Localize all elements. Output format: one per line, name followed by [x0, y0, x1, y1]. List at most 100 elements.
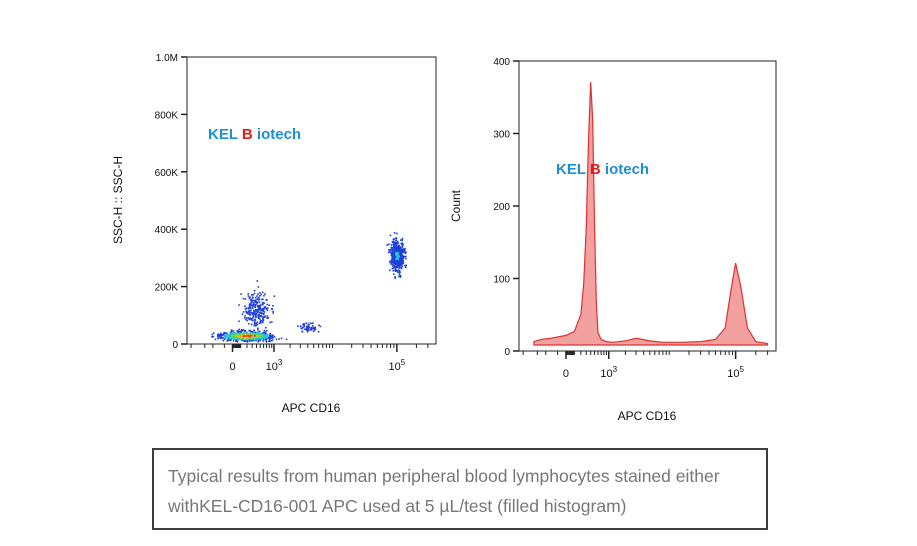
event-dot: [224, 337, 227, 339]
event-dot: [244, 308, 247, 310]
event-dot: [236, 333, 239, 336]
event-dot: [392, 273, 395, 276]
event-dot: [280, 337, 283, 340]
event-dot: [255, 324, 257, 327]
event-dot: [249, 297, 251, 300]
event-dot: [230, 329, 233, 332]
dot-plot-y-tick-label: 400K: [155, 225, 179, 236]
event-dot: [249, 311, 252, 314]
event-dot: [266, 317, 268, 319]
event-dot: [262, 340, 264, 342]
event-dot: [266, 329, 268, 332]
event-dot: [396, 232, 398, 235]
event-dot: [262, 338, 265, 340]
event-dot: [391, 252, 394, 255]
event-dot: [389, 249, 391, 251]
event-dot: [303, 324, 306, 326]
event-dot: [247, 316, 250, 319]
event-dot: [399, 274, 402, 277]
event-dot: [404, 255, 407, 258]
event-dot: [261, 291, 264, 294]
event-dot: [236, 340, 239, 343]
event-dot: [253, 299, 256, 302]
event-dot: [394, 259, 396, 262]
event-dot: [263, 331, 265, 334]
event-dot: [313, 327, 316, 330]
event-dot: [393, 231, 396, 234]
event-dot: [228, 338, 231, 340]
event-dot: [262, 316, 264, 318]
event-dot: [252, 330, 254, 333]
event-dot: [387, 251, 390, 254]
dot-plot-y-tick-label: 1.0M: [156, 53, 178, 64]
event-dot: [241, 329, 244, 332]
event-dot: [259, 320, 262, 323]
event-dot: [264, 326, 267, 329]
dot-plot-y-tick-label: 800K: [155, 110, 179, 121]
event-dot: [257, 306, 260, 309]
event-dot: [402, 260, 405, 262]
event-dot: [254, 305, 256, 308]
event-dot: [256, 295, 258, 297]
event-dot: [249, 332, 252, 335]
event-dot: [391, 248, 394, 251]
event-dot: [398, 261, 401, 264]
event-dot: [391, 265, 394, 267]
event-dot: [255, 308, 257, 311]
event-dot: [241, 334, 244, 336]
event-dot: [253, 309, 255, 312]
event-dot: [400, 243, 403, 245]
event-dot: [400, 253, 403, 255]
event-dot: [402, 261, 404, 263]
event-dot: [238, 328, 241, 331]
event-dot: [263, 311, 266, 313]
watermark-prefix: KEL: [208, 126, 238, 143]
event-dot: [256, 280, 259, 282]
event-dot: [285, 338, 288, 341]
event-dot: [243, 337, 246, 339]
event-dot: [395, 258, 398, 260]
event-dot: [271, 321, 273, 323]
dot-plot-frame: [186, 56, 437, 345]
event-dot: [227, 338, 229, 340]
event-dot: [242, 297, 245, 300]
event-dot: [397, 247, 400, 249]
event-dot: [232, 340, 235, 342]
event-dot: [393, 241, 395, 244]
event-dot: [252, 337, 255, 340]
event-dot: [244, 298, 247, 300]
event-dot: [391, 257, 394, 259]
event-dot: [258, 322, 261, 325]
event-dot: [253, 302, 255, 304]
event-dot: [227, 336, 230, 339]
event-dot: [262, 333, 265, 336]
event-dot: [257, 327, 259, 330]
event-dot: [267, 307, 269, 309]
event-dot: [246, 340, 249, 342]
event-dot: [244, 330, 247, 332]
event-dot: [256, 301, 259, 304]
event-dot: [232, 337, 235, 340]
event-dot: [269, 334, 271, 336]
event-dot: [393, 238, 396, 240]
event-dot: [395, 254, 398, 256]
event-dot: [258, 315, 261, 318]
event-dot: [399, 251, 401, 253]
event-dot: [306, 330, 309, 333]
event-dot: [263, 336, 265, 339]
event-dot: [260, 337, 263, 339]
event-dot: [252, 314, 255, 317]
event-dot: [252, 299, 254, 302]
event-dot: [402, 257, 404, 260]
histogram: 0 100 200 300 400 0 103 105 APC CD16 Count KEL…: [449, 57, 777, 423]
event-dot: [398, 275, 400, 278]
event-dot: [257, 293, 259, 295]
event-dot: [246, 332, 248, 334]
event-dot: [268, 340, 270, 343]
event-dot: [257, 309, 259, 311]
event-dot: [263, 307, 266, 309]
event-dot: [395, 245, 398, 248]
event-dot: [247, 295, 250, 297]
event-dot: [405, 257, 407, 260]
event-dot: [393, 244, 395, 247]
